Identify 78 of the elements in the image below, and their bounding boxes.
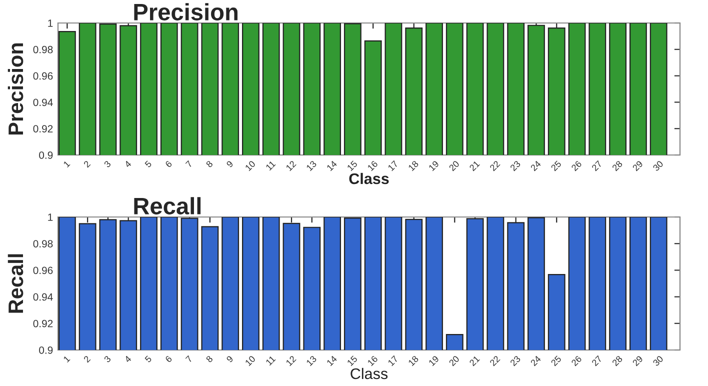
x-tick-label: 10 [244,160,256,172]
x-tick-label: 26 [570,160,582,172]
y-tick-label: 0.94 [33,98,53,106]
x-tick-label: 5 [144,160,152,168]
x-tick-label: 26 [570,355,582,366]
y-tick-label: 1 [48,20,53,27]
x-tick-label: 30 [652,160,664,172]
x-tick-label: 10 [244,355,256,366]
x-tick-label: 6 [164,355,172,363]
x-tick-label: 22 [489,355,500,366]
chart-title: Precision [134,3,238,20]
x-tick-label: 27 [591,355,602,366]
x-tick-label: 14 [326,355,338,366]
x-tick-label: 30 [652,355,664,366]
x-tick-label: 5 [144,355,152,363]
x-tick-label: 18 [408,160,419,172]
y-axis-title: Precision [8,43,24,134]
x-tick-label: 25 [550,160,562,172]
x-tick-label: 24 [530,355,542,366]
y-tick-label: 0.9 [39,152,53,159]
x-tick-label: 17 [388,355,398,366]
x-tick-label: 28 [612,355,623,366]
x-tick-label: 12 [286,160,296,172]
x-tick-label: 12 [286,355,296,366]
x-axis-title: Class [350,368,388,380]
x-tick-label: 11 [266,355,276,366]
y-tick-label: 0.92 [33,320,53,328]
x-tick-label: 23 [510,160,521,172]
x-tick-label: 25 [550,355,562,366]
y-tick-label: 0.96 [33,72,53,80]
x-tick-label: 20 [448,355,460,366]
y-axis-title: Recall [8,254,24,313]
y-tick-label: 0.98 [33,240,53,248]
x-tick-label: 20 [448,160,460,172]
x-tick-label: 29 [632,355,644,366]
x-tick-label: 3 [104,355,112,363]
x-tick-label: 23 [510,355,521,366]
x-tick-label: 19 [428,160,440,172]
x-tick-label: 8 [206,160,214,168]
x-tick-label: 19 [428,355,440,366]
x-tick-label: 2 [83,355,91,363]
x-axis-title: Class [349,172,389,184]
x-tick-label: 21 [469,160,480,172]
x-tick-label: 24 [530,160,542,172]
x-tick-label: 9 [226,160,234,168]
y-tick-label: 0.92 [33,125,53,132]
y-tick-label: 0.94 [33,293,53,301]
x-tick-label: 11 [266,160,276,171]
x-tick-label: 27 [591,160,602,172]
x-tick-label: 3 [104,160,112,168]
y-tick-label: 1 [48,214,53,221]
x-tick-label: 14 [326,160,338,172]
x-tick-label: 18 [408,355,419,366]
x-tick-label: 2 [83,160,91,168]
x-tick-label: 21 [469,355,480,366]
y-tick-label: 0.96 [33,266,53,274]
x-tick-label: 16 [367,160,378,172]
x-tick-label: 4 [124,355,132,363]
x-tick-label: 4 [124,160,132,168]
x-tick-label: 7 [185,355,193,363]
x-tick-label: 13 [306,160,317,172]
y-tick-label: 0.98 [33,46,53,54]
chart-title: Recall [134,197,201,214]
y-tick-label: 0.9 [39,346,53,354]
x-tick-label: 13 [306,355,317,366]
x-tick-label: 16 [367,355,378,366]
x-tick-label: 7 [185,160,193,168]
x-tick-label: 15 [346,160,358,172]
x-tick-label: 1 [63,160,70,168]
x-tick-label: 1 [63,355,70,363]
x-tick-label: 17 [388,160,398,172]
x-tick-label: 22 [489,160,500,172]
x-tick-label: 29 [632,160,644,172]
x-tick-label: 28 [612,160,623,172]
x-tick-label: 6 [164,160,172,168]
x-tick-label: 15 [346,355,358,366]
x-tick-label: 8 [206,355,214,363]
x-tick-label: 9 [226,355,234,363]
